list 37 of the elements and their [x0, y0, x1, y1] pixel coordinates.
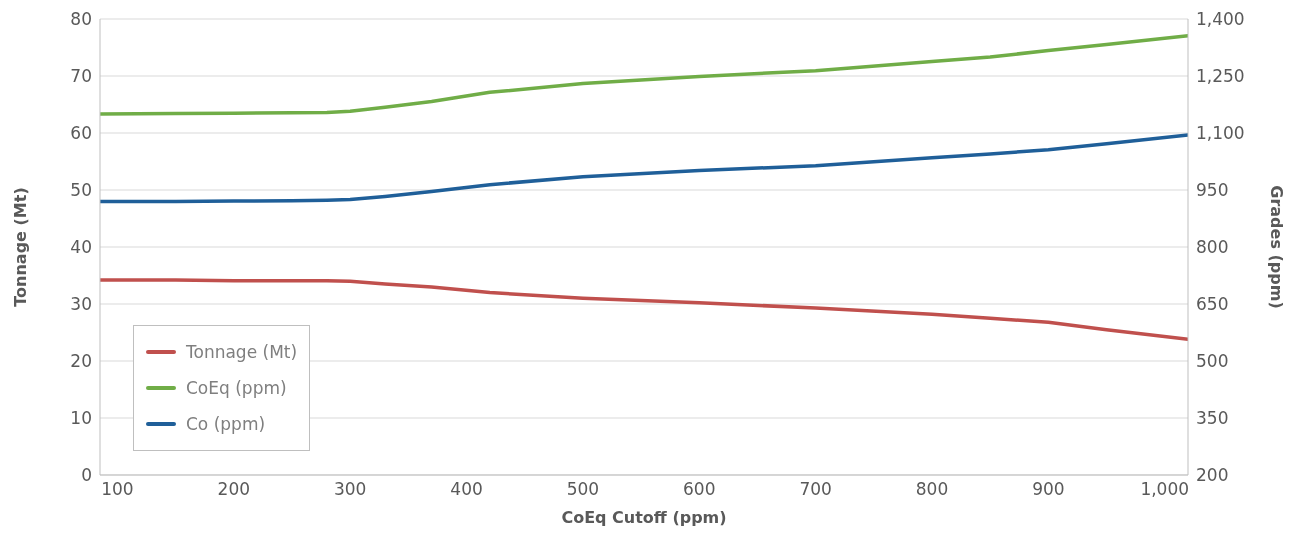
line-series: [100, 133, 1188, 204]
x-tick-label: 300: [333, 479, 367, 500]
y2-axis-title: Grades (ppm): [1267, 185, 1287, 309]
y-tick-label: 40: [70, 237, 92, 258]
y2-tick-label: 500: [1196, 351, 1229, 372]
x-tick-label: 900: [1032, 479, 1065, 500]
y2-tick-label: 200: [1196, 465, 1229, 486]
x-tick-label: 200: [217, 479, 251, 500]
x-tick-label: 700: [799, 479, 832, 500]
y2-tick-label: 1,250: [1196, 66, 1245, 87]
y-tick-label: 20: [70, 351, 92, 372]
y2-tick-label: 1,400: [1196, 9, 1245, 30]
y2-tick-label: 800: [1196, 237, 1229, 258]
x-tick-label: 100: [101, 479, 134, 500]
y2-tick-label: 1,100: [1196, 123, 1245, 144]
y-tick-label: 70: [70, 66, 92, 87]
x-tick-label: 800: [915, 479, 949, 500]
y-axis-title: Tonnage (Mt): [10, 187, 30, 307]
x-tick-label: 1,000: [1140, 479, 1190, 500]
y-tick-label: 0: [81, 465, 92, 486]
line-series: [100, 33, 1188, 116]
y-tick-label: 10: [70, 408, 92, 429]
x-tick-label: 600: [683, 479, 716, 500]
y-tick-label: 30: [70, 294, 92, 315]
x-tick-label: 500: [566, 479, 600, 500]
legend-label: Tonnage (Mt): [186, 342, 298, 362]
line-series: [100, 278, 1188, 342]
y2-tick-label: 950: [1196, 180, 1229, 201]
y-tick-label: 60: [70, 123, 92, 144]
y-tick-label: 50: [70, 180, 92, 201]
y2-tick-label: 650: [1196, 294, 1229, 315]
y2-tick-label: 350: [1196, 408, 1229, 429]
x-tick-label: 400: [450, 479, 483, 500]
y-tick-label: 80: [70, 9, 92, 30]
legend-label: Co (ppm): [186, 414, 266, 434]
legend-label: CoEq (ppm): [186, 378, 287, 398]
x-axis-title: CoEq Cutoff (ppm): [561, 508, 727, 527]
